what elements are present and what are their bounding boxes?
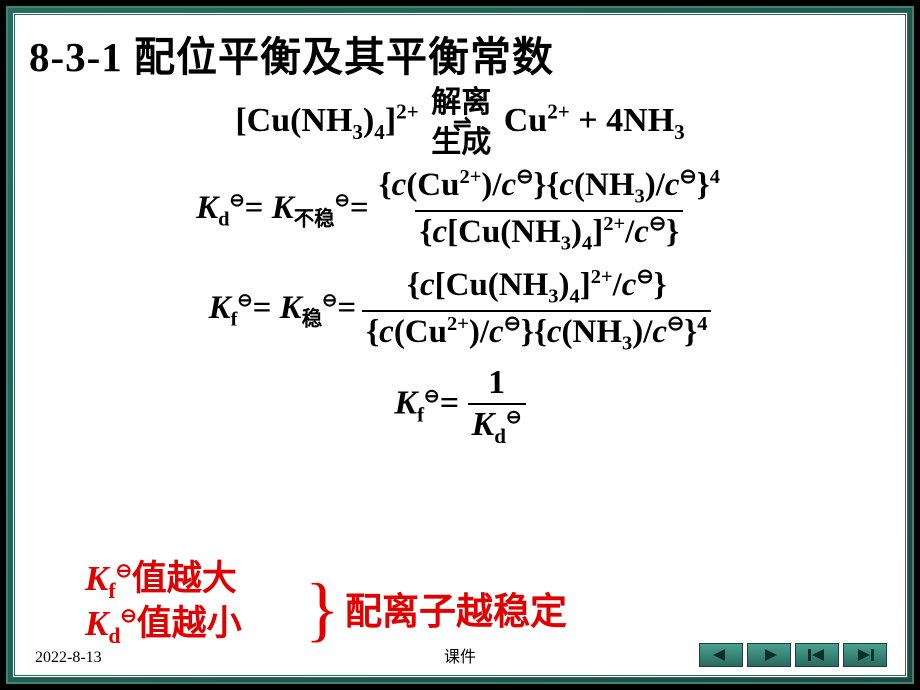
equilibrium-arrow: 解离 ⇌ 生成 [431, 89, 491, 157]
mid-frame: 8-3-1 配位平衡及其平衡常数 [Cu(NH3)4]2+ 解离 ⇌ 生成 Cu… [6, 6, 914, 684]
kd-equation: Kd⊖= K不稳⊖= {c(Cu2+)/c⊖}{c(NH3)/c⊖}4 {c[C… [29, 167, 891, 255]
nav-next-button[interactable] [747, 643, 791, 667]
kf-equation: Kf⊖= K稳⊖= {c[Cu(NH3)4]2+/c⊖} {c(Cu2+)/c⊖… [29, 267, 891, 355]
products: Cu2+ + 4NH3 [504, 102, 685, 139]
equilibrium-equation: [Cu(NH3)4]2+ 解离 ⇌ 生成 Cu2+ + 4NH3 [29, 89, 891, 157]
kf-numerator: {c[Cu(NH3)4]2+/c⊖} [403, 267, 671, 310]
arrow-label-bottom: 生成 [431, 129, 491, 158]
recip-den: Kd⊖ [468, 403, 526, 447]
outer-frame: 8-3-1 配位平衡及其平衡常数 [Cu(NH3)4]2+ 解离 ⇌ 生成 Cu… [0, 0, 920, 690]
reciprocal-equation: Kf⊖= 1 Kd⊖ [29, 365, 891, 447]
summary-left: Kf⊖值越大 Kd⊖值越小 [85, 559, 242, 649]
triangle-left-icon [713, 649, 729, 661]
kd-fraction: {c(Cu2+)/c⊖}{c(NH3)/c⊖}4 {c[Cu(NH3)4]2+/… [375, 167, 724, 255]
slide-content: 8-3-1 配位平衡及其平衡常数 [Cu(NH3)4]2+ 解离 ⇌ 生成 Cu… [12, 12, 908, 678]
brace-icon: } [305, 573, 340, 645]
triangle-right-icon [761, 649, 777, 661]
last-icon [856, 649, 874, 661]
complex-left: [Cu(NH3)4]2+ [235, 102, 427, 139]
kf-fraction: {c[Cu(NH3)4]2+/c⊖} {c(Cu2+)/c⊖}{c(NH3)/c… [362, 267, 711, 355]
footer-label: 课件 [444, 643, 476, 667]
first-icon [808, 649, 826, 661]
kf-denominator: {c(Cu2+)/c⊖}{c(NH3)/c⊖}4 [362, 310, 711, 355]
summary-line2: Kd⊖值越小 [85, 604, 242, 649]
reciprocal-fraction: 1 Kd⊖ [468, 365, 526, 447]
nav-last-button[interactable] [843, 643, 887, 667]
kd-left: Kd⊖= K不稳⊖= [196, 190, 369, 232]
nav-prev-button[interactable] [699, 643, 743, 667]
nav-buttons [699, 643, 887, 667]
kf-left: Kf⊖= K稳⊖= [209, 290, 357, 332]
footer-date: 2022-8-13 [35, 649, 102, 667]
kd-numerator: {c(Cu2+)/c⊖}{c(NH3)/c⊖}4 [375, 167, 724, 210]
kd-denominator: {c[Cu(NH3)4]2+/c⊖} [415, 210, 683, 255]
nav-first-button[interactable] [795, 643, 839, 667]
slide-title: 8-3-1 配位平衡及其平衡常数 [29, 23, 891, 83]
recip-num: 1 [484, 365, 509, 403]
summary-line1: Kf⊖值越大 [85, 559, 242, 604]
summary-right: 配离子越稳定 [345, 581, 567, 635]
